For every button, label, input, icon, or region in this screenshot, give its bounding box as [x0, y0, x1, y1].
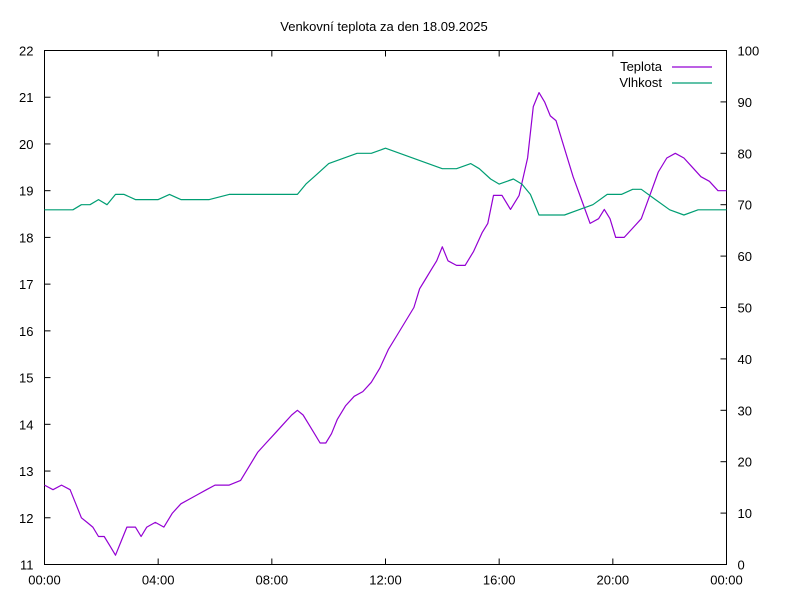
- y-right-tick-label: 100: [738, 44, 760, 59]
- y-left-tick-label: 22: [19, 44, 33, 59]
- y-left-tick-label: 17: [19, 277, 33, 292]
- x-tick-label: 04:00: [142, 573, 175, 588]
- y-left-tick-label: 13: [19, 464, 33, 479]
- y-left-tick-label: 19: [19, 184, 33, 199]
- x-tick-label: 12:00: [369, 573, 402, 588]
- x-tick-label: 16:00: [483, 573, 516, 588]
- y-left-tick-label: 11: [20, 558, 34, 573]
- y-right-tick-label: 30: [738, 403, 752, 418]
- y-right-tick-label: 50: [738, 301, 752, 316]
- y-right-tick-label: 80: [738, 146, 752, 161]
- series-lines: [44, 91, 727, 556]
- series-line-teplota: [44, 91, 727, 556]
- y-right-tick-label: 90: [738, 95, 752, 110]
- x-tick-label: 00:00: [710, 573, 743, 588]
- y-left-tick-label: 14: [19, 417, 33, 432]
- x-tick-label: 08:00: [256, 573, 289, 588]
- y-left-tick-label: 16: [19, 324, 33, 339]
- y-left-tick-label: 21: [19, 90, 33, 105]
- y-right-tick-label: 60: [738, 249, 752, 264]
- plot-border: [44, 50, 727, 565]
- chart-title: Venkovní teplota za den 18.09.2025: [280, 19, 487, 34]
- y-left-tick-label: 15: [19, 371, 33, 386]
- x-tick-label: 00:00: [28, 573, 61, 588]
- y-right-tick-label: 40: [738, 352, 752, 367]
- legend-label-teplota: Teplota: [620, 59, 663, 74]
- axes: 11 12 13 14 15 16 17 18 19 20 21 22 0 10 20 30 40 50 60 70 8…: [19, 44, 759, 588]
- legend-label-vlhkost: Vlhkost: [619, 75, 662, 90]
- y-left-tick-label: 12: [19, 511, 33, 526]
- y-left-tick-label: 18: [19, 230, 33, 245]
- y-right-tick-label: 20: [738, 455, 752, 470]
- y-right-tick-label: 10: [738, 506, 752, 521]
- y-left-tick-label: 20: [19, 137, 33, 152]
- series-line-vlhkost: [44, 147, 727, 216]
- y-right-tick-label: 70: [738, 198, 752, 213]
- x-tick-label: 20:00: [597, 573, 630, 588]
- y-right-tick-label: 0: [738, 558, 745, 573]
